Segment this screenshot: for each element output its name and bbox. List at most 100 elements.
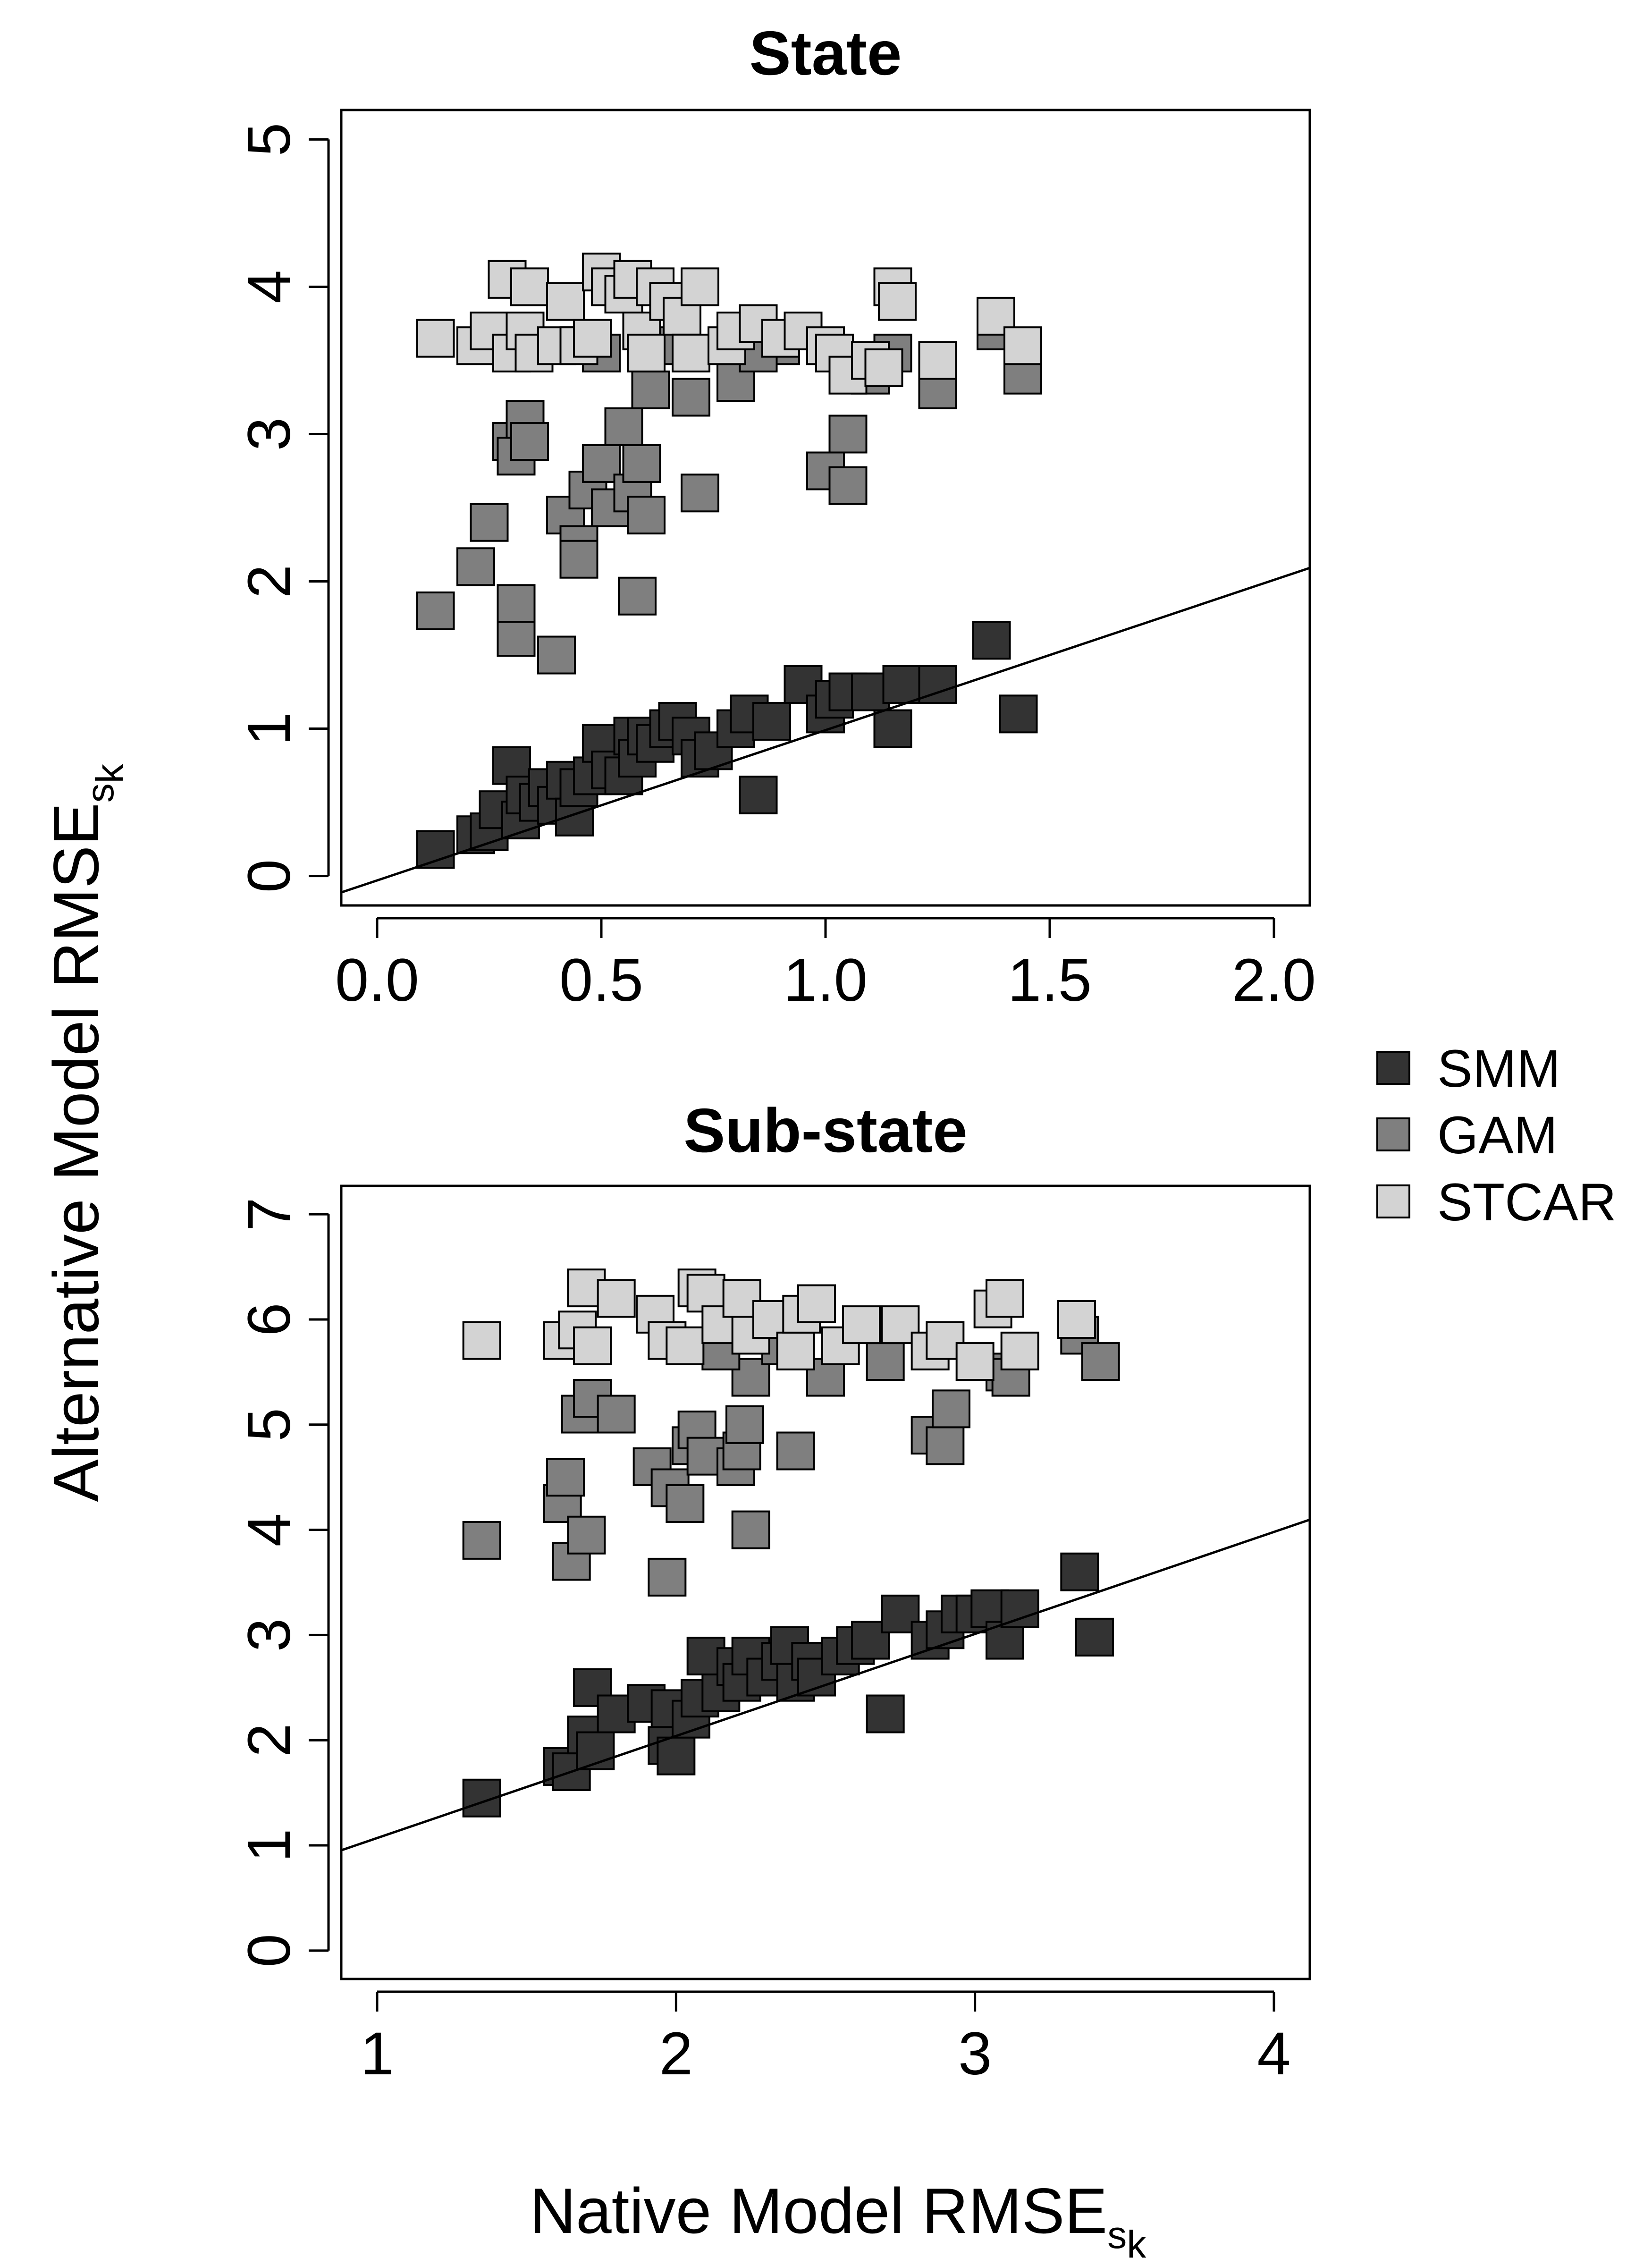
y-tick-label: 2 xyxy=(236,565,303,598)
data-point-gam xyxy=(932,1389,970,1429)
data-point-stcar xyxy=(864,348,903,388)
data-point-stcar xyxy=(1003,326,1042,365)
data-point-gam xyxy=(416,591,455,630)
data-point-stcar xyxy=(918,341,957,380)
plot-frame xyxy=(340,109,1311,907)
data-point-stcar xyxy=(416,319,455,358)
data-point-gam xyxy=(456,547,495,586)
y-tick-label: 2 xyxy=(236,1724,303,1757)
data-point-stcar xyxy=(462,1321,501,1360)
data-point-stcar xyxy=(1000,1331,1039,1370)
data-point-smm xyxy=(1075,1617,1114,1657)
y-tick-label: 3 xyxy=(236,417,303,451)
y-tick-label: 0 xyxy=(236,1934,303,1967)
data-point-stcar xyxy=(546,282,585,321)
data-point-stcar xyxy=(672,333,710,372)
data-point-smm xyxy=(999,694,1038,734)
y-axis: 0 1 2 3 4 5 xyxy=(236,123,330,893)
data-point-gam xyxy=(866,1342,905,1381)
data-point-gam xyxy=(672,378,710,417)
x-tick-label: 2 xyxy=(659,2020,693,2088)
x-axis: 0.0 0.5 1.0 1.5 2.0 xyxy=(335,917,1316,1014)
data-point-stcar xyxy=(573,1326,612,1365)
data-point-gam xyxy=(559,540,598,579)
data-point-stcar xyxy=(797,1284,836,1323)
data-point-stcar xyxy=(842,1305,881,1344)
data-point-gam xyxy=(497,618,536,657)
data-point-stcar xyxy=(986,1279,1024,1318)
data-point-smm xyxy=(866,1694,905,1733)
data-point-gam xyxy=(510,422,549,461)
panel-sub-state: Sub-state 1 2 3 4 0 1 2 3 4 5 6 7 xyxy=(236,1096,1311,2088)
y-axis-label-sub-k: k xyxy=(88,763,131,783)
data-point-stcar xyxy=(573,319,612,358)
x-axis-label-main: Native Model RMSE xyxy=(530,2175,1107,2247)
y-tick-label: 1 xyxy=(236,1828,303,1862)
x-tick-label: 1.0 xyxy=(784,947,868,1014)
data-point-smm xyxy=(873,709,912,748)
data-point-gam xyxy=(627,496,666,535)
panel-title: State xyxy=(750,18,902,88)
y-tick-label: 4 xyxy=(236,1513,303,1547)
data-point-gam xyxy=(470,503,509,542)
panel-state: State 0.0 0.5 1.0 1.5 2.0 0 1 2 3 4 5 xyxy=(236,18,1316,1014)
data-point-gam xyxy=(631,370,670,409)
data-point-gam xyxy=(604,407,643,446)
reference-line xyxy=(341,1518,1310,1852)
data-point-smm xyxy=(752,702,791,741)
data-point-gam xyxy=(828,414,868,454)
panel-title: Sub-state xyxy=(683,1096,967,1165)
data-point-gam xyxy=(597,1395,636,1434)
legend-label: STCAR xyxy=(1437,1173,1617,1232)
legend-item-stcar: STCAR xyxy=(1376,1173,1617,1232)
x-axis-label-sub-s: s xyxy=(1107,2214,1127,2257)
legend-swatch xyxy=(1376,1051,1410,1085)
x-axis-label-sub-k: k xyxy=(1127,2223,1146,2266)
data-point-gam xyxy=(622,444,661,483)
y-tick-label: 1 xyxy=(236,712,303,745)
data-point-gam xyxy=(648,1557,687,1597)
data-point-gam xyxy=(537,635,576,675)
legend-item-gam: GAM xyxy=(1376,1106,1558,1165)
y-tick-label: 3 xyxy=(236,1618,303,1652)
plot-frame xyxy=(340,1184,1311,1980)
data-point-stcar xyxy=(597,1279,636,1318)
y-axis-label-sub-s: s xyxy=(79,783,122,803)
data-point-gam xyxy=(546,1458,585,1497)
x-tick-label: 4 xyxy=(1257,2020,1290,2088)
reference-line xyxy=(341,566,1310,894)
legend: SMM GAM STCAR xyxy=(1376,1039,1617,1232)
data-point-gam xyxy=(731,1510,770,1549)
data-point-gam xyxy=(666,1484,705,1523)
legend-swatch xyxy=(1376,1184,1410,1218)
x-axis: 1 2 3 4 xyxy=(360,1990,1291,2088)
data-point-gam xyxy=(618,576,657,616)
data-point-gam xyxy=(828,466,868,505)
x-tick-label: 0.5 xyxy=(559,947,643,1014)
y-axis-label-main: Alternative Model RMSE xyxy=(40,803,112,1502)
y-tick-label: 5 xyxy=(236,123,303,156)
points-layer xyxy=(416,253,1042,869)
data-point-gam xyxy=(1081,1342,1120,1381)
y-tick-label: 6 xyxy=(236,1302,303,1336)
data-point-smm xyxy=(416,830,455,869)
x-axis-label: Native Model RMSEsk xyxy=(530,2175,1146,2266)
y-tick-label: 5 xyxy=(236,1408,303,1441)
y-tick-label: 4 xyxy=(236,270,303,304)
data-point-stcar xyxy=(1057,1300,1096,1339)
data-point-stcar xyxy=(955,1342,995,1381)
data-point-gam xyxy=(497,584,536,623)
data-point-gam xyxy=(567,1515,606,1555)
legend-item-smm: SMM xyxy=(1376,1039,1560,1098)
data-point-stcar xyxy=(510,267,549,306)
x-tick-label: 1 xyxy=(360,2020,394,2088)
data-point-smm xyxy=(972,621,1011,660)
data-point-smm xyxy=(657,1736,696,1776)
data-point-gam xyxy=(681,473,719,513)
data-point-stcar xyxy=(776,1331,815,1370)
x-tick-label: 2.0 xyxy=(1232,947,1316,1014)
series-stcar xyxy=(416,253,1042,395)
data-point-smm xyxy=(1000,1589,1039,1628)
data-point-smm xyxy=(1060,1552,1099,1591)
